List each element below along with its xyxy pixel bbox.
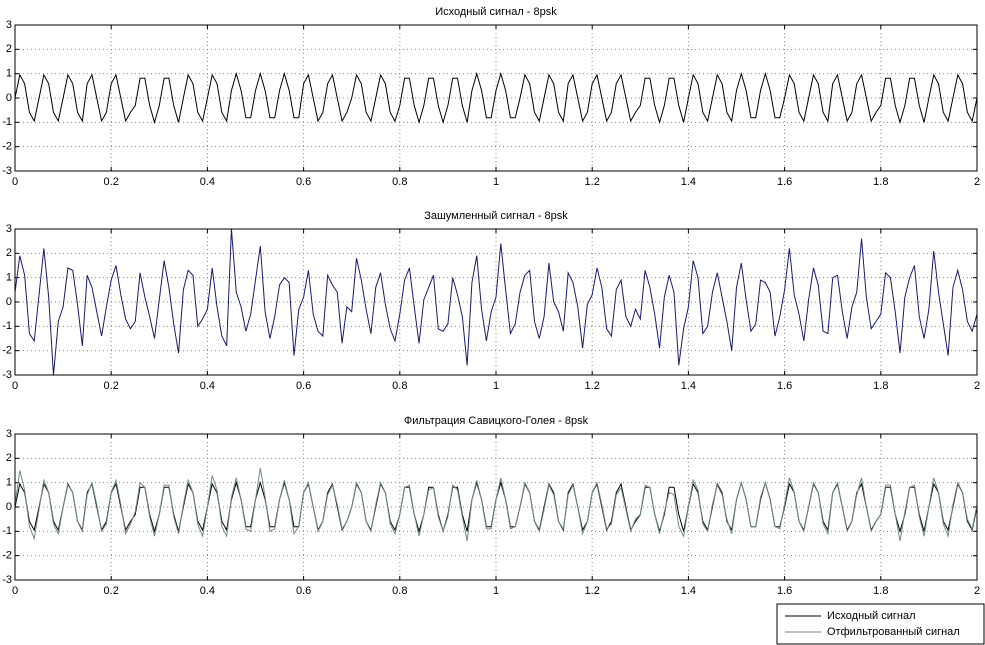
- y-tick-label: 1: [6, 272, 12, 284]
- x-tick-label: 1: [493, 380, 499, 392]
- legend-label: Отфильтрованный сигнал: [827, 626, 960, 638]
- x-tick-label: 2: [974, 585, 980, 597]
- signal-line: [14, 228, 978, 376]
- signal-line: [14, 71, 978, 125]
- x-tick-label: 0.4: [200, 176, 215, 188]
- y-tick-label: 2: [6, 43, 12, 55]
- x-tick-label: 1.4: [681, 585, 696, 597]
- legend-box: [776, 603, 985, 645]
- signal-line: [14, 467, 978, 542]
- y-tick-label: 3: [6, 428, 12, 440]
- x-tick-label: 0.6: [296, 176, 311, 188]
- legend-label: Исходный сигнал: [827, 610, 916, 622]
- y-tick-label: 2: [6, 247, 12, 259]
- x-tick-label: 1.6: [777, 380, 792, 392]
- y-tick-label: 1: [6, 477, 12, 489]
- y-tick-label: -2: [2, 345, 12, 357]
- x-tick-label: 1.2: [585, 176, 600, 188]
- x-tick-label: 1.2: [585, 380, 600, 392]
- y-tick-label: 0: [6, 296, 12, 308]
- x-tick-label: 1.6: [777, 176, 792, 188]
- x-tick-label: 0.6: [296, 380, 311, 392]
- y-tick-label: -2: [2, 550, 12, 562]
- y-tick-label: 0: [6, 92, 12, 104]
- chart-title: Зашумленный сигнал - 8psk: [424, 210, 568, 222]
- x-tick-label: 0: [12, 380, 18, 392]
- x-tick-label: 0.2: [104, 380, 119, 392]
- y-tick-label: -1: [2, 320, 12, 332]
- y-tick-label: -3: [2, 574, 12, 586]
- x-tick-label: 0.2: [104, 176, 119, 188]
- axes-box: [14, 433, 978, 581]
- y-tick-label: -1: [2, 525, 12, 537]
- x-tick-label: 1.8: [873, 176, 888, 188]
- y-tick-label: -3: [2, 369, 12, 381]
- x-tick-label: 2: [974, 176, 980, 188]
- x-tick-label: 1.4: [681, 176, 696, 188]
- y-tick-label: -1: [2, 116, 12, 128]
- x-tick-label: 1.2: [585, 585, 600, 597]
- y-tick-label: 1: [6, 68, 12, 80]
- x-tick-label: 0.4: [200, 380, 215, 392]
- x-tick-label: 1: [493, 585, 499, 597]
- x-tick-label: 1.8: [873, 585, 888, 597]
- y-tick-label: 3: [6, 19, 12, 31]
- chart-title: Фильтрация Савицкого-Голея - 8psk: [404, 415, 589, 427]
- x-tick-label: 1: [493, 176, 499, 188]
- axes-box: [14, 24, 978, 172]
- y-tick-label: -3: [2, 165, 12, 177]
- x-tick-label: 2: [974, 380, 980, 392]
- x-tick-label: 0: [12, 176, 18, 188]
- x-tick-label: 0.6: [296, 585, 311, 597]
- x-tick-label: 0.8: [392, 176, 407, 188]
- x-tick-label: 1.6: [777, 585, 792, 597]
- x-tick-label: 0.2: [104, 585, 119, 597]
- axes-box: [14, 228, 978, 376]
- y-tick-label: 0: [6, 501, 12, 513]
- x-tick-label: 0.4: [200, 585, 215, 597]
- x-tick-label: 0.8: [392, 585, 407, 597]
- y-tick-label: -2: [2, 141, 12, 153]
- x-tick-label: 1.8: [873, 380, 888, 392]
- x-tick-label: 0.8: [392, 380, 407, 392]
- chart-title: Исходный сигнал - 8psk: [435, 6, 557, 18]
- x-tick-label: 1.4: [681, 380, 696, 392]
- x-tick-label: 0: [12, 585, 18, 597]
- y-tick-label: 2: [6, 452, 12, 464]
- y-tick-label: 3: [6, 223, 12, 235]
